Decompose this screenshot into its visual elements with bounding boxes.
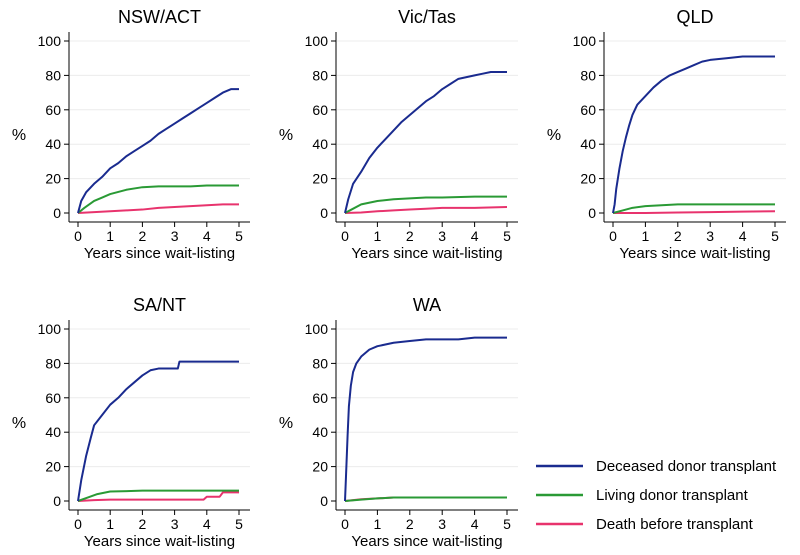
x-axis-label: Years since wait-listing [351,533,502,550]
series-line-deceased [77,360,239,502]
x-tick-label: 5 [771,228,779,244]
y-tick-label: 0 [53,205,61,221]
panel-wa: 0 20 40 60 80 100 0 1 2 3 4 5 WA% Years since wait-li… [279,295,518,550]
y-axis-label: % [12,415,26,432]
x-tick-label: 4 [471,516,479,532]
x-tick-label: 4 [203,516,211,532]
y-tick-label: 60 [45,102,61,118]
legend: Deceased donor transplant Living donor tr… [536,458,777,533]
series-line-deceased [612,55,775,214]
panel-sa-nt: 0 20 40 60 80 100 0 1 2 3 4 5 SA/NT% Years since wait… [12,295,250,550]
panel-title: WA [413,295,441,315]
y-axis-label: % [547,127,561,144]
y-tick-label: 40 [312,136,328,152]
x-tick-label: 0 [341,228,349,244]
panel-nsw-act: 0 20 40 60 80 100 0 1 2 3 4 5 NSW/ACT% Years since wa… [12,7,250,262]
series-line-deceased [77,88,239,214]
series-line-living [344,496,507,502]
y-tick-label: 100 [38,33,62,49]
y-tick-label: 0 [320,205,328,221]
panel-title: SA/NT [133,295,186,315]
x-tick-label: 5 [235,516,243,532]
x-tick-label: 0 [341,516,349,532]
series-line-living [77,489,239,502]
x-tick-label: 4 [471,228,479,244]
x-tick-label: 0 [609,228,617,244]
x-tick-label: 4 [203,228,211,244]
series-line-deceased [344,70,507,214]
x-tick-label: 3 [171,228,179,244]
series-line-death [344,205,508,214]
legend-label-death: Death before transplant [596,516,754,533]
y-tick-label: 0 [320,493,328,509]
y-tick-label: 80 [45,67,61,83]
x-tick-label: 2 [139,516,147,532]
y-tick-label: 40 [45,136,61,152]
x-tick-label: 0 [74,228,82,244]
x-axis-label: Years since wait-listing [84,533,235,550]
x-tick-label: 3 [438,516,446,532]
y-tick-label: 100 [38,321,62,337]
x-tick-label: 2 [406,516,414,532]
x-tick-label: 3 [706,228,714,244]
panel-title: Vic/Tas [398,7,456,27]
y-tick-label: 80 [312,355,328,371]
x-tick-label: 2 [674,228,682,244]
x-tick-label: 1 [374,516,382,532]
series-line-living [344,195,507,214]
y-tick-label: 0 [53,493,61,509]
x-tick-label: 1 [106,228,114,244]
x-tick-label: 1 [106,516,114,532]
x-axis-label: Years since wait-listing [619,245,770,262]
y-tick-label: 40 [45,424,61,440]
series-line-deceased [344,336,507,502]
series-line-death [613,210,776,214]
panel-qld: 0 20 40 60 80 100 0 1 2 3 4 5 QLD% Years since wait-l… [547,7,786,262]
legend-label-living: Living donor transplant [596,487,749,504]
y-tick-label: 60 [45,390,61,406]
x-tick-label: 4 [739,228,747,244]
series-line-living [612,203,775,214]
y-tick-label: 20 [312,459,328,475]
x-tick-label: 0 [74,516,82,532]
y-tick-label: 80 [45,355,61,371]
y-tick-label: 80 [312,67,328,83]
y-tick-label: 0 [588,205,596,221]
y-tick-label: 60 [312,102,328,118]
x-axis-label: Years since wait-listing [84,245,235,262]
panel-vic-tas: 0 20 40 60 80 100 0 1 2 3 4 5 Vic/Tas% Years since wa… [279,7,518,262]
y-tick-label: 20 [45,459,61,475]
series-line-living [77,184,239,214]
y-tick-label: 100 [573,33,597,49]
x-tick-label: 5 [503,516,511,532]
y-axis-label: % [279,127,293,144]
panel-title: QLD [676,7,713,27]
y-tick-label: 80 [580,67,596,83]
x-axis-label: Years since wait-listing [351,245,502,262]
y-axis-label: % [279,415,293,432]
x-tick-label: 2 [139,228,147,244]
y-tick-label: 20 [45,171,61,187]
legend-label-deceased: Deceased donor transplant [596,458,777,475]
y-tick-label: 40 [580,136,596,152]
x-tick-label: 2 [406,228,414,244]
series-line-death [77,203,239,214]
y-axis-label: % [12,127,26,144]
y-tick-label: 20 [580,171,596,187]
y-tick-label: 40 [312,424,328,440]
x-tick-label: 3 [171,516,179,532]
y-tick-label: 100 [305,33,329,49]
x-tick-label: 3 [438,228,446,244]
y-tick-label: 20 [312,171,328,187]
y-tick-label: 60 [312,390,328,406]
panel-title: NSW/ACT [118,7,201,27]
x-tick-label: 1 [642,228,650,244]
y-tick-label: 60 [580,102,596,118]
series-line-death [77,491,239,502]
x-tick-label: 1 [374,228,382,244]
x-tick-label: 5 [503,228,511,244]
x-tick-label: 5 [235,228,243,244]
y-tick-label: 100 [305,321,329,337]
